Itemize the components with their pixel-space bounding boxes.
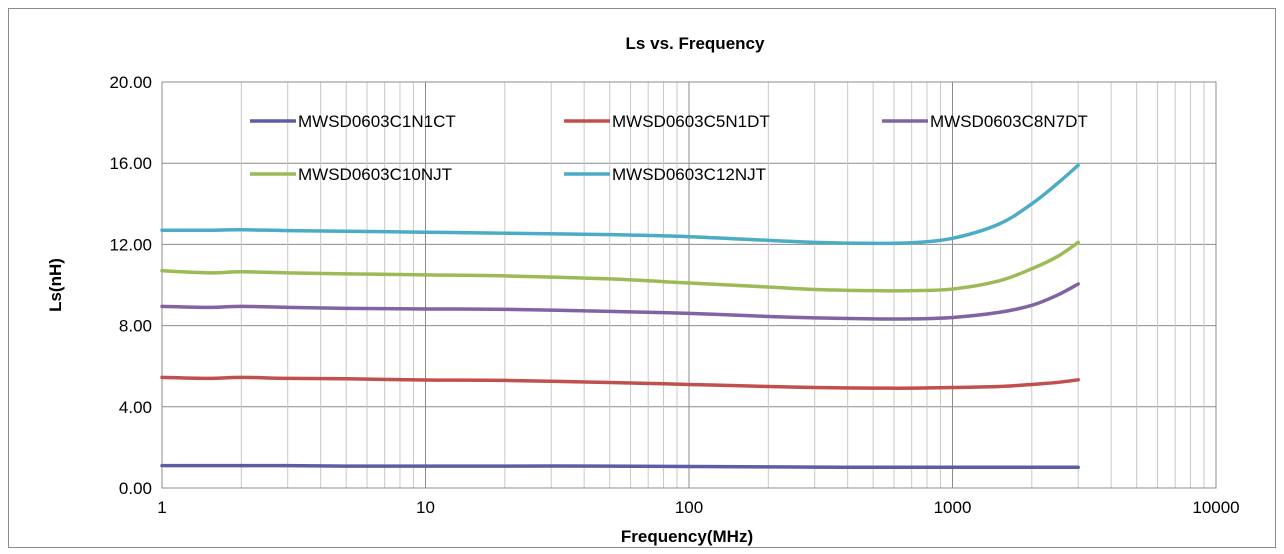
legend: MWSD0603C1N1CT MWSD0603C5N1DT MWSD0603C8N7… — [250, 112, 1088, 184]
x-tick-label: 1 — [157, 498, 166, 517]
y-axis-ticks: 0.00 4.00 8.00 12.00 16.00 20.00 — [109, 73, 152, 498]
legend-label: MWSD0603C12NJT — [612, 165, 766, 184]
y-axis-title: Ls(nH) — [46, 258, 65, 312]
series-line-mwsd0603c5n1dt — [160, 375, 1080, 390]
x-tick-label: 1000 — [934, 498, 972, 517]
legend-label: MWSD0603C1N1CT — [298, 112, 456, 131]
y-tick-label: 8.00 — [119, 317, 152, 336]
series-line-mwsd0603c12njt — [160, 163, 1080, 246]
series-line-mwsd0603c10njt — [160, 240, 1080, 293]
legend-label: MWSD0603C8N7DT — [930, 112, 1088, 131]
chart-title: Ls vs. Frequency — [626, 34, 765, 53]
legend-item: MWSD0603C8N7DT — [882, 112, 1088, 131]
legend-label: MWSD0603C5N1DT — [612, 112, 770, 131]
series-lines — [160, 163, 1080, 470]
legend-label: MWSD0603C10NJT — [298, 165, 452, 184]
y-tick-label: 16.00 — [109, 154, 152, 173]
y-tick-label: 20.00 — [109, 73, 152, 92]
line-chart: 0.00 4.00 8.00 12.00 16.00 20.00 1 10 100 1000 10… — [46, 34, 1240, 546]
grid — [161, 81, 1216, 489]
legend-item: MWSD0603C10NJT — [250, 165, 452, 184]
y-tick-label: 4.00 — [119, 398, 152, 417]
y-tick-label: 0.00 — [119, 479, 152, 498]
x-tick-label: 10000 — [1192, 498, 1239, 517]
legend-item: MWSD0603C5N1DT — [564, 112, 770, 131]
series-line-mwsd0603c1n1ct — [160, 463, 1080, 470]
x-axis-ticks: 1 10 100 1000 10000 — [157, 498, 1239, 517]
x-axis-title: Frequency(MHz) — [621, 527, 753, 546]
x-tick-label: 10 — [416, 498, 435, 517]
legend-item: MWSD0603C12NJT — [564, 165, 766, 184]
y-tick-label: 12.00 — [109, 235, 152, 254]
legend-item: MWSD0603C1N1CT — [250, 112, 456, 131]
plot-area-border — [161, 81, 1217, 489]
chart-frame: 0.00 4.00 8.00 12.00 16.00 20.00 1 10 100 1000 10… — [8, 8, 1276, 548]
series-line-mwsd0603c8n7dt — [160, 282, 1080, 321]
x-tick-label: 100 — [675, 498, 703, 517]
